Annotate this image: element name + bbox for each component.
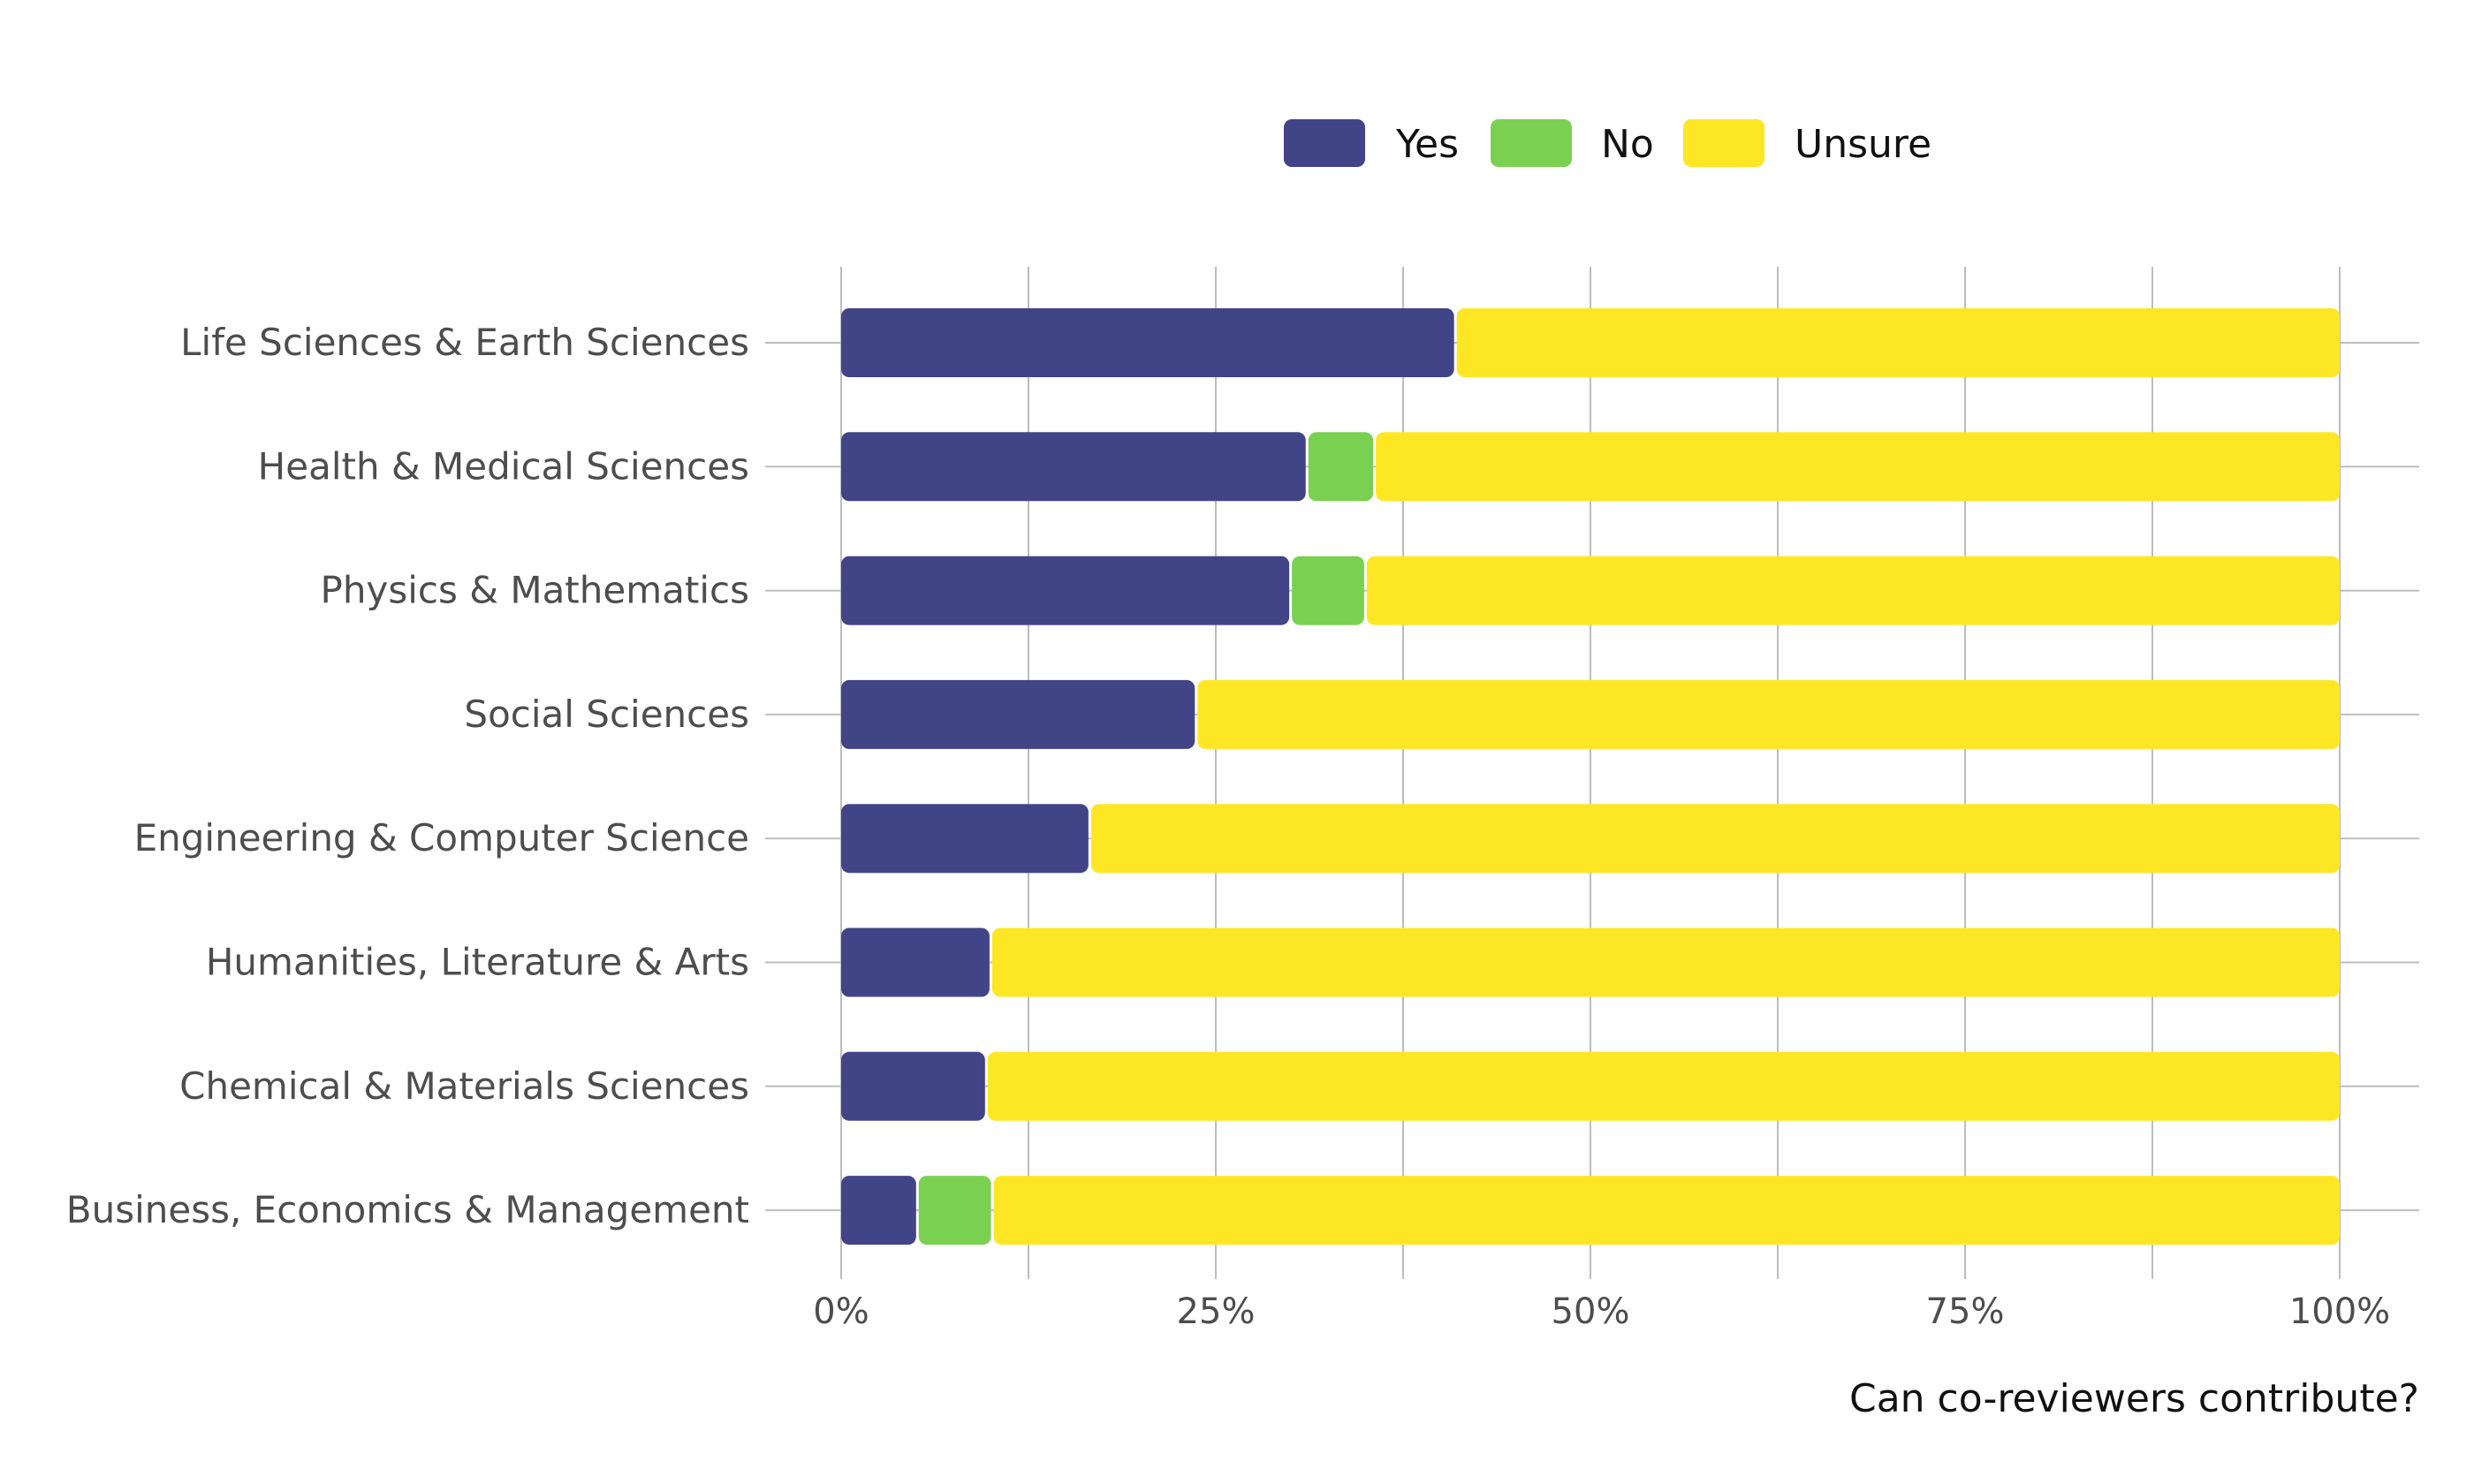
chart-grid	[765, 267, 2419, 1279]
category-label: Humanities, Literature & Arts	[206, 941, 749, 984]
category-label: Engineering & Computer Science	[134, 816, 749, 859]
x-tick-label: 50%	[1552, 1291, 1630, 1332]
legend-key-no	[1491, 119, 1572, 167]
bar-no	[1292, 556, 1364, 625]
category-label: Social Sciences	[464, 693, 749, 736]
chart-bars	[841, 308, 2340, 1246]
bar-yes	[841, 679, 1195, 749]
legend-label-no: No	[1601, 122, 1654, 167]
bar-unsure	[1197, 679, 2340, 749]
bar-unsure	[1366, 556, 2340, 625]
bar-yes	[841, 432, 1306, 502]
bar-unsure	[991, 928, 2340, 997]
bar-unsure	[993, 1176, 2340, 1246]
legend-key-yes	[1284, 119, 1365, 167]
category-label: Business, Economics & Management	[66, 1188, 749, 1231]
bar-unsure	[1376, 432, 2340, 502]
value-axis: 0% 25% 50% 75% 100%	[813, 1291, 2390, 1332]
category-label: Chemical & Materials Sciences	[179, 1064, 749, 1108]
chart-legend: Yes No Unsure	[1284, 119, 1931, 167]
bar-no	[1308, 432, 1374, 502]
x-axis-title: Can co-reviewers contribute?	[1849, 1376, 2419, 1421]
bar-yes	[841, 928, 990, 997]
legend-key-unsure	[1683, 119, 1764, 167]
bar-unsure	[1456, 308, 2340, 377]
legend-label-unsure: Unsure	[1795, 122, 1931, 167]
bar-unsure	[987, 1051, 2340, 1121]
category-label: Physics & Mathematics	[321, 569, 749, 612]
category-label: Health & Medical Sciences	[258, 444, 749, 488]
category-label: Life Sciences & Earth Sciences	[180, 321, 749, 364]
x-tick-label: 75%	[1926, 1291, 2005, 1332]
x-tick-label: 25%	[1177, 1291, 1256, 1332]
bar-yes	[841, 1051, 985, 1121]
legend-label-yes: Yes	[1395, 122, 1459, 167]
x-tick-label: 100%	[2289, 1291, 2390, 1332]
bar-yes	[841, 556, 1290, 625]
bar-yes	[841, 1176, 916, 1246]
bar-yes	[841, 804, 1089, 874]
x-tick-label: 0%	[813, 1291, 869, 1332]
bar-no	[918, 1176, 991, 1246]
bar-yes	[841, 308, 1454, 377]
category-axis: Life Sciences & Earth Sciences Health & M…	[66, 321, 749, 1231]
bar-unsure	[1090, 804, 2340, 874]
